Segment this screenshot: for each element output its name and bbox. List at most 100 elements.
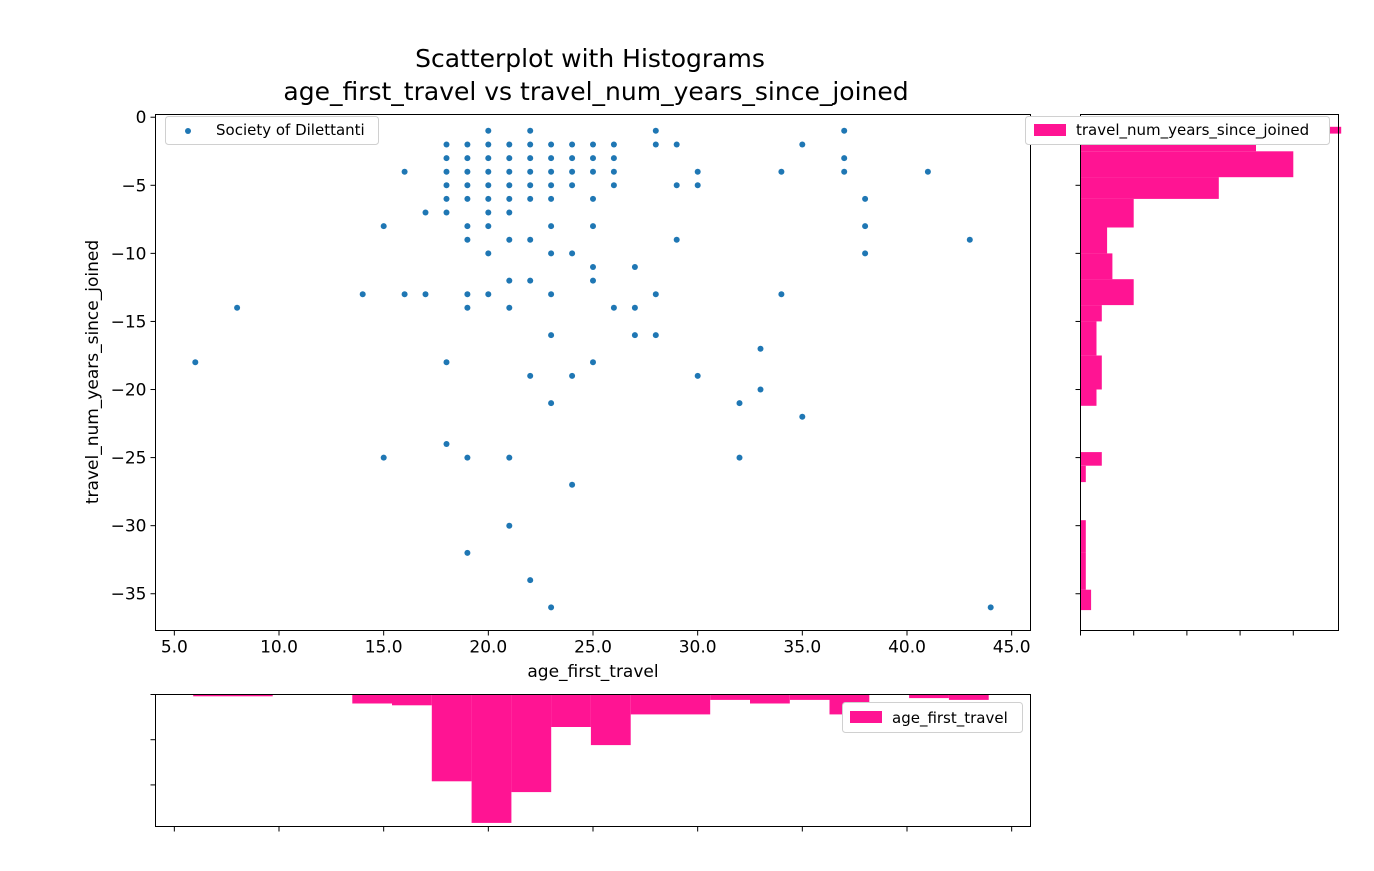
scatter-point	[485, 141, 492, 148]
scatter-point	[485, 182, 492, 189]
scatter-legend-marker	[185, 128, 191, 134]
scatter-point	[506, 304, 513, 311]
scatter-point	[443, 168, 450, 175]
scatter-point	[841, 168, 848, 175]
scatter-point	[590, 359, 596, 366]
scatter-point	[506, 182, 513, 189]
x-histogram-legend-label: age_first_travel	[892, 709, 1008, 728]
x-histogram-bar	[750, 694, 790, 704]
scatter-point	[192, 359, 199, 366]
scatter-point	[485, 209, 492, 216]
y-histogram-bar	[1080, 552, 1086, 590]
scatter-point	[924, 168, 931, 175]
x-tick-label: 45.0	[993, 638, 1031, 658]
scatter-point	[778, 291, 785, 298]
scatter-point	[485, 250, 492, 257]
x-histogram-bar	[590, 694, 631, 746]
x-tick-label: 30.0	[679, 638, 717, 658]
scatter-point	[464, 454, 471, 461]
x-histogram-ticks	[150, 694, 1013, 832]
scatter-point	[590, 168, 596, 175]
y-tick-label: −25	[111, 449, 147, 469]
x-histogram-bar	[511, 694, 552, 793]
x-histogram-bar	[710, 694, 750, 700]
scatter-legend-box	[165, 116, 379, 145]
y-histogram-bar	[1080, 177, 1219, 199]
x-histogram-bar	[630, 694, 711, 715]
scatter-point	[527, 577, 534, 584]
x-tick-label: 25.0	[574, 638, 612, 658]
scatter-point	[443, 155, 450, 162]
x-histogram-bar	[193, 694, 273, 697]
scatter-point	[631, 264, 638, 270]
scatter-point	[590, 195, 596, 202]
scatter-point	[694, 182, 701, 189]
scatter-point	[464, 195, 471, 202]
scatter-point	[506, 195, 513, 202]
y-tick-label: −35	[111, 585, 147, 605]
scatter-point	[610, 182, 617, 189]
scatter-point	[569, 481, 576, 488]
scatter-point	[506, 522, 513, 529]
scatter-point	[799, 141, 806, 148]
x-tick-label: 5.0	[161, 638, 188, 658]
x-histogram-bar	[948, 694, 989, 700]
y-histogram-legend-box	[1025, 116, 1330, 145]
scatter-point	[464, 182, 471, 189]
scatter-point	[443, 209, 450, 216]
y-tick-label: −10	[111, 244, 147, 264]
scatter-point	[506, 236, 513, 243]
scatter-x-ticks: 5.0 10.0 15.0 20.0 25.0 30.0 35.0 40.0 45.0	[161, 630, 1031, 658]
scatter-point	[590, 223, 596, 230]
scatter-point	[673, 182, 680, 189]
scatter-point	[757, 386, 764, 393]
scatter-point	[652, 332, 659, 339]
y-histogram-bar	[1080, 389, 1097, 406]
scatter-point	[527, 141, 534, 148]
scatter-point	[380, 454, 387, 461]
scatter-point	[443, 182, 450, 189]
scatter-point	[548, 141, 555, 148]
x-histogram-bar	[352, 694, 393, 704]
y-tick-label: −15	[111, 312, 147, 332]
scatter-point	[673, 141, 680, 148]
scatter-point	[548, 223, 555, 230]
scatter-point	[569, 141, 576, 148]
scatter-y-ticks: 0 −5 −10 −15 −20 −25 −30 −35	[111, 108, 156, 605]
scatter-point	[464, 141, 471, 148]
scatter-point	[590, 155, 596, 162]
scatter-point	[527, 372, 534, 379]
scatter-point	[443, 195, 450, 202]
scatter-point	[590, 141, 596, 148]
scatter-point	[631, 304, 638, 311]
x-histogram-bar	[392, 694, 432, 706]
scatter-point	[485, 168, 492, 175]
scatter-point	[464, 549, 471, 556]
scatter-point	[464, 291, 471, 298]
scatter-legend: Society of Dilettanti	[165, 116, 379, 145]
x-tick-label: 15.0	[365, 638, 403, 658]
scatter-point	[841, 155, 848, 162]
x-histogram-bar	[909, 694, 949, 699]
scatter-point	[590, 264, 596, 270]
scatter-point	[380, 223, 387, 230]
scatter-point	[234, 304, 241, 311]
scatter-point	[610, 168, 617, 175]
scatter-point	[778, 168, 785, 175]
y-histogram-bar	[1080, 452, 1102, 466]
scatter-point	[401, 291, 408, 298]
scatter-plot-frame	[155, 114, 1031, 631]
chart-title-line-1: Scatterplot with Histograms	[415, 44, 765, 73]
scatter-point	[464, 168, 471, 175]
y-axis-label: travel_num_years_since_joined	[83, 240, 103, 504]
scatter-point	[548, 168, 555, 175]
scatter-point	[485, 195, 492, 202]
y-histogram-bar	[1080, 321, 1097, 356]
scatter-point	[841, 127, 848, 134]
x-tick-label: 10.0	[260, 638, 298, 658]
scatter-point	[610, 141, 617, 148]
scatter-point	[443, 359, 450, 366]
x-histogram-bar	[431, 694, 472, 782]
y-histogram-bar	[1080, 198, 1134, 228]
